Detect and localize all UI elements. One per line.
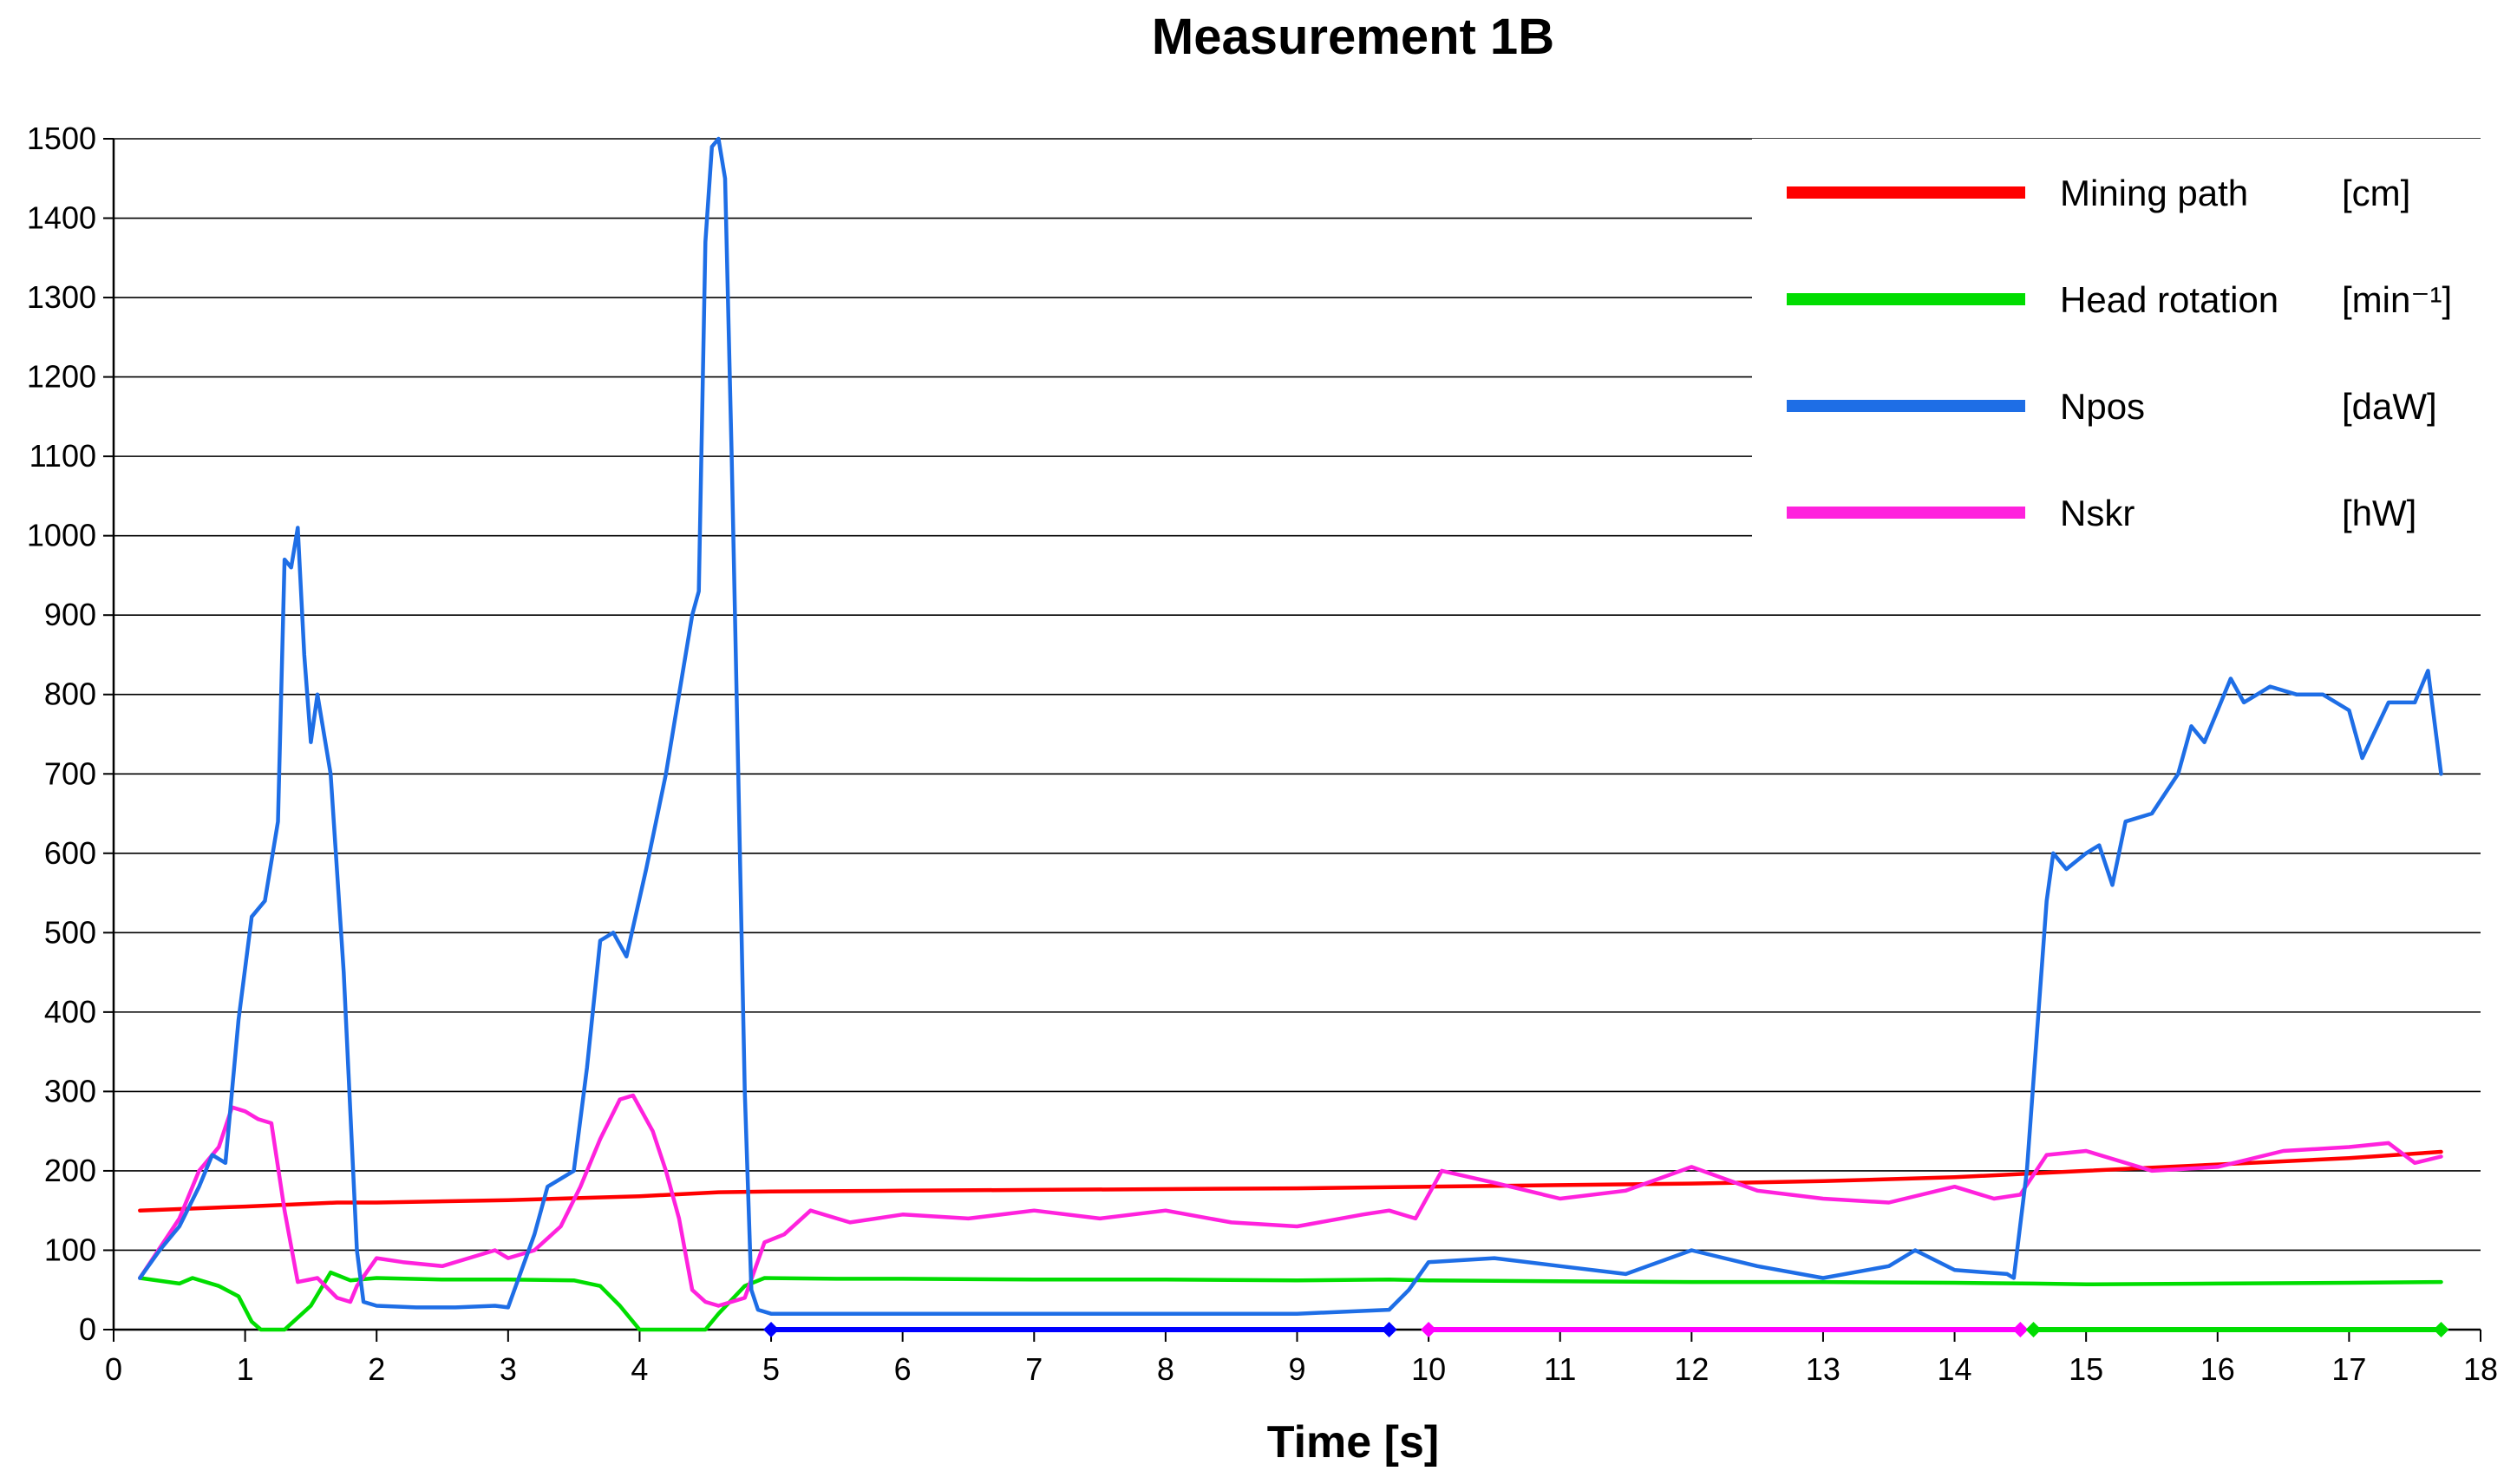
y-tick-label-500: 500 [44, 914, 96, 950]
y-tick-label-1100: 1100 [29, 438, 96, 474]
y-tick-label-800: 800 [44, 677, 96, 712]
y-tick-label-600: 600 [44, 835, 96, 871]
x-tick-label-14: 14 [1938, 1351, 1972, 1387]
x-tick-label-17: 17 [2331, 1351, 2366, 1387]
x-tick-label-13: 13 [1806, 1351, 1840, 1387]
x-tick-labels: 0 1 2 3 4 5 6 7 8 9 10 11 12 13 14 15 16 17 18 [105, 1351, 2498, 1387]
x-axis-label: Time [s] [1267, 1417, 1439, 1468]
y-tick-label-200: 200 [44, 1153, 96, 1188]
y-tick-label-100: 100 [44, 1232, 96, 1267]
legend-label-head-rotation: Head rotation [2060, 279, 2278, 320]
x-tick-label-2: 2 [368, 1351, 385, 1387]
series-line-nskr [138, 1093, 2443, 1308]
x-tick-label-9: 9 [1288, 1351, 1305, 1387]
y-tick-label-1500: 1500 [27, 121, 96, 156]
y-tick-label-900: 900 [44, 597, 96, 632]
x-tick-label-12: 12 [1674, 1351, 1709, 1387]
x-tick-label-0: 0 [105, 1351, 122, 1387]
interval-marker-diamond-2-end [2012, 1322, 2029, 1337]
y-tick-label-1200: 1200 [27, 359, 96, 395]
y-tick-label-1300: 1300 [27, 279, 96, 315]
legend-unit-npos: [daW] [2342, 386, 2437, 427]
legend-label-npos: Npos [2060, 386, 2145, 427]
legend-label-mining-path: Mining path [2060, 173, 2248, 213]
x-tick-label-18: 18 [2463, 1351, 2498, 1387]
legend-unit-mining-path: [cm] [2342, 173, 2410, 213]
legend-background [1752, 139, 2485, 546]
interval-markers [763, 1322, 2449, 1337]
chart-title: Measurement 1B [1152, 9, 1554, 65]
legend-label-nskr: Nskr [2060, 493, 2135, 533]
x-tick-label-6: 6 [894, 1351, 912, 1387]
y-tick-label-300: 300 [44, 1073, 96, 1108]
y-tick-label-400: 400 [44, 994, 96, 1030]
series-line-head-rotation [138, 1270, 2443, 1332]
interval-marker-diamond-2-start [1421, 1322, 1437, 1337]
series-line-npos [138, 136, 2443, 1316]
x-tick-label-3: 3 [500, 1351, 517, 1387]
y-tick-label-700: 700 [44, 755, 96, 791]
x-tick-label-8: 8 [1157, 1351, 1174, 1387]
x-tick-label-10: 10 [1411, 1351, 1446, 1387]
x-tick-label-15: 15 [2069, 1351, 2103, 1387]
y-tick-labels: 0 100 200 300 400 500 600 700 800 900 1000 1100 1200… [27, 121, 96, 1347]
interval-marker-diamond-1-end [1381, 1322, 1397, 1337]
legend: Mining path [cm] Head rotation [min⁻¹] Npos [… [1787, 173, 2452, 533]
legend-unit-nskr: [hW] [2342, 493, 2416, 533]
interval-marker-diamond-3-start [2025, 1322, 2042, 1337]
interval-marker-diamond-3-end [2433, 1322, 2449, 1337]
series-lines [138, 136, 2443, 1332]
interval-marker-diamond-1-start [763, 1322, 780, 1337]
x-tick-label-7: 7 [1025, 1351, 1043, 1387]
legend-unit-head-rotation: [min⁻¹] [2342, 279, 2452, 320]
y-tick-label-1000: 1000 [27, 518, 96, 553]
x-tick-label-5: 5 [762, 1351, 780, 1387]
x-tick-label-4: 4 [631, 1351, 648, 1387]
y-tick-label-0: 0 [79, 1311, 96, 1347]
x-tick-label-16: 16 [2200, 1351, 2235, 1387]
x-tick-label-11: 11 [1544, 1351, 1576, 1387]
x-tick-label-1: 1 [237, 1351, 254, 1387]
series-line-mining-path [138, 1149, 2443, 1213]
y-tick-label-1400: 1400 [27, 200, 96, 236]
